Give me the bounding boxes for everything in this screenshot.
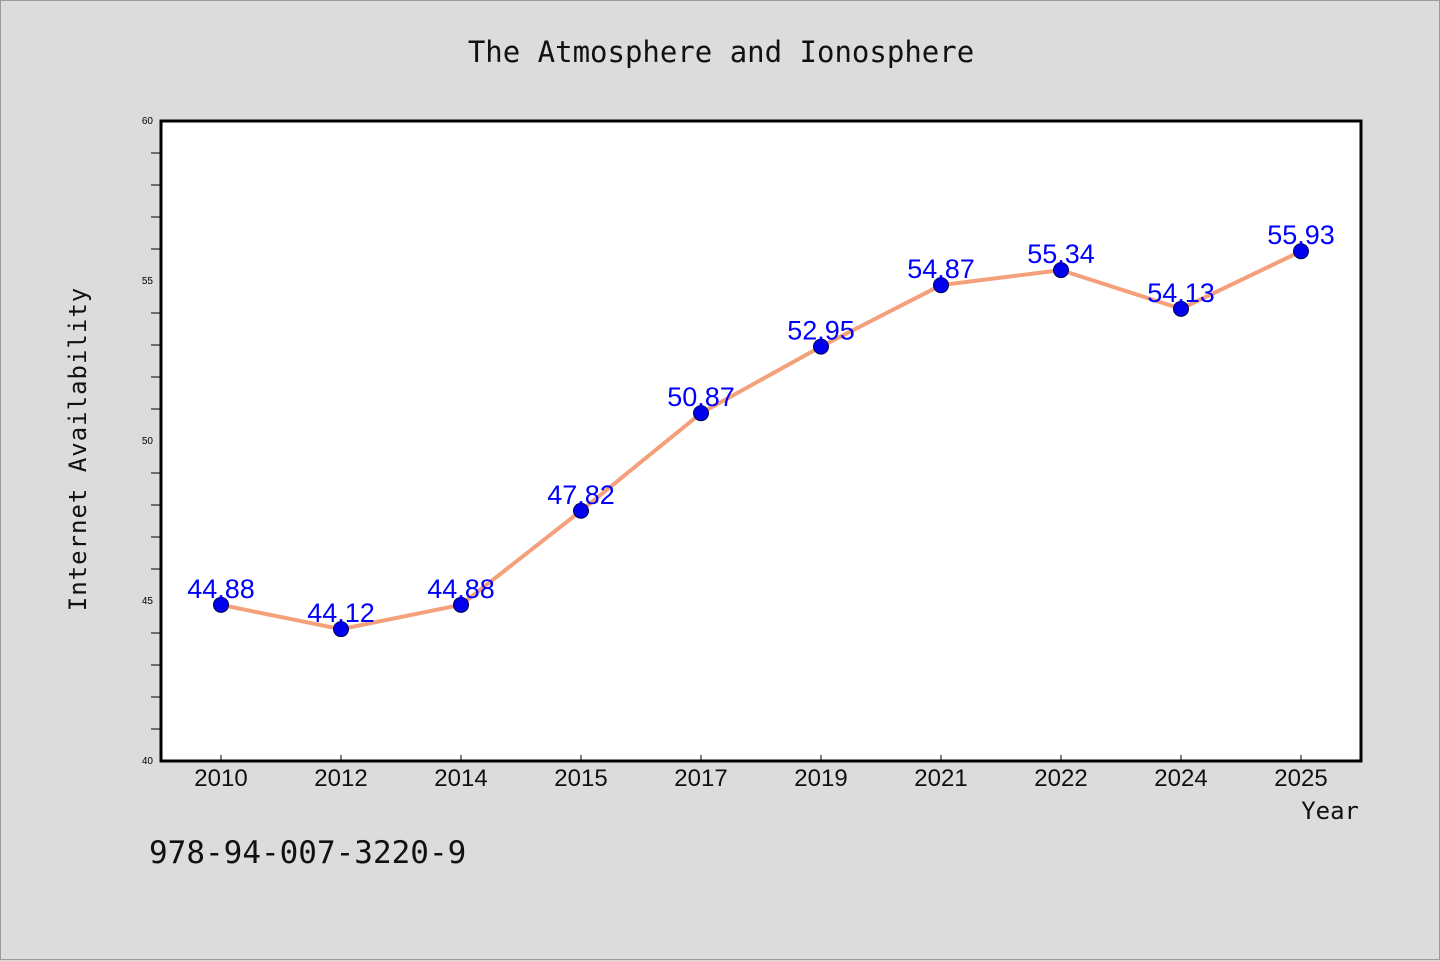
plot-border [159, 119, 1363, 763]
data-point [933, 277, 949, 294]
x-tick-label: 2012 [314, 765, 367, 792]
y-tick-label: 40 [142, 756, 154, 767]
x-tick-label: 2025 [1274, 765, 1327, 792]
x-axis-label: Year [1301, 797, 1359, 825]
data-point [1053, 262, 1069, 279]
data-point [453, 596, 469, 613]
data-label: 54.87 [907, 254, 975, 284]
x-tick-label: 2015 [554, 765, 607, 792]
data-point [693, 405, 709, 422]
data-label: 55.93 [1267, 220, 1335, 250]
data-labels-group: 44.88 44.12 44.88 47.82 50.87 52.95 54.87 55.34… [187, 220, 1335, 628]
data-point [333, 621, 349, 638]
data-label: 44.88 [427, 574, 495, 604]
series-line [219, 249, 1303, 632]
data-label: 54.13 [1147, 278, 1215, 308]
markers-group [213, 243, 1309, 638]
chart-title: The Atmosphere and Ionosphere [467, 35, 975, 69]
data-label: 52.95 [787, 316, 855, 346]
data-point [1173, 300, 1189, 317]
data-label: 50.87 [667, 382, 735, 412]
data-label: 55.34 [1027, 239, 1095, 269]
y-tick-label: 60 [142, 116, 154, 127]
x-tick-label: 2024 [1154, 765, 1207, 792]
isbn-text: 978-94-007-3220-9 [149, 835, 467, 871]
data-point [813, 338, 829, 355]
x-tick-label: 2014 [434, 765, 487, 792]
series-line-group [219, 249, 1303, 632]
x-tick-label: 2021 [914, 765, 967, 792]
x-tick-label: 2017 [674, 765, 727, 792]
data-label: 44.88 [187, 574, 255, 604]
data-point [1293, 243, 1309, 260]
y-tick-label: 45 [142, 596, 154, 607]
y-tick-label: 55 [142, 276, 154, 287]
y-tick-label: 50 [142, 436, 154, 447]
data-label: 47.82 [547, 480, 615, 510]
x-tick-label: 2019 [794, 765, 847, 792]
plot-area [161, 121, 1361, 761]
x-tick-label: 2022 [1034, 765, 1087, 792]
data-label: 44.12 [307, 598, 375, 628]
data-point [213, 596, 229, 613]
x-axis-ticks: 2010 2012 2014 2015 2017 2019 2021 2022 2024 2025 [194, 755, 1328, 792]
x-tick-label: 2010 [194, 765, 247, 792]
data-point [573, 502, 589, 519]
y-axis-ticks: 40 45 50 55 60 [142, 116, 161, 767]
